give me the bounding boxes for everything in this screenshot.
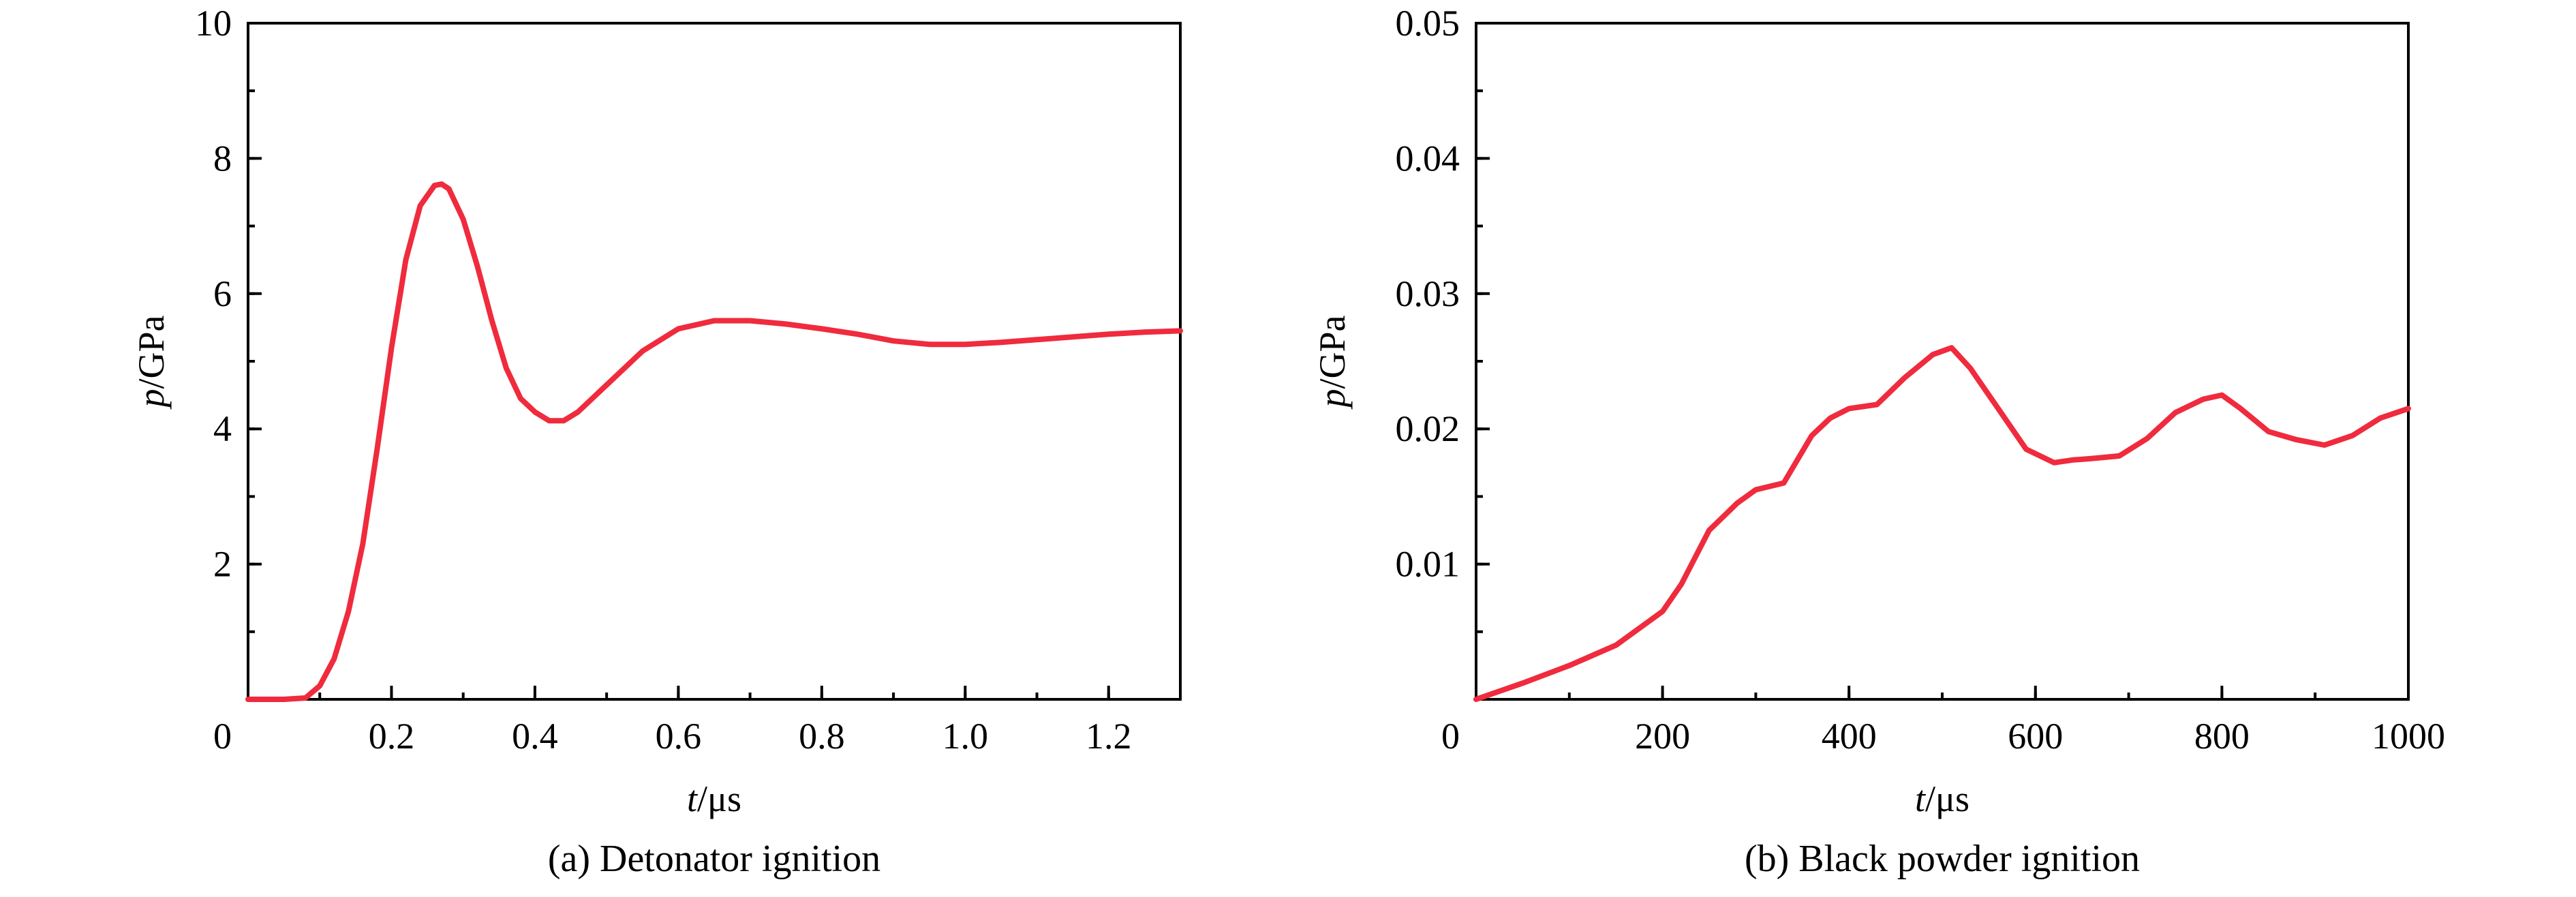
- y-axis-label: p/GPa: [131, 315, 172, 410]
- x-tick-label: 1.2: [1086, 716, 1132, 757]
- chart-caption: (a) Detonator ignition: [548, 838, 880, 880]
- origin-label: 0: [1441, 716, 1460, 757]
- y-tick-label: 0.03: [1396, 273, 1460, 314]
- series-line-1: [245, 181, 1183, 702]
- x-tick-label: 400: [1822, 716, 1877, 757]
- y-tick-label: 2: [213, 544, 232, 585]
- series-line-1: [1473, 345, 2411, 702]
- chart-panel-2: 200 400 600 800 1000 0.01 0.02 0.03 0.04 0.05 0 t/μ…: [1312, 3, 2445, 880]
- y-tick-label: 0.02: [1396, 408, 1460, 449]
- y-tick-label: 4: [213, 408, 232, 449]
- y-axis-label: p/GPa: [1312, 315, 1353, 410]
- x-tick-label: 200: [1635, 716, 1690, 757]
- x-tick-label: 800: [2194, 716, 2250, 757]
- y-tick-label: 6: [213, 273, 232, 314]
- x-tick-label: 0.4: [512, 716, 558, 757]
- x-tick-label: 1000: [2372, 716, 2445, 757]
- x-tick-label: 600: [2008, 716, 2063, 757]
- origin-label: 0: [213, 716, 232, 757]
- chart-caption: (b) Black powder ignition: [1745, 838, 2140, 880]
- y-tick-label: 10: [195, 3, 232, 44]
- chart-panel-1: 0.2 0.4 0.6 0.8 1.0 1.2 2 4 6 8 10 0 t/μs p/GPa (a) De…: [131, 3, 1183, 880]
- y-tick-label: 0.05: [1396, 3, 1460, 44]
- y-tick-label: 0.01: [1396, 544, 1460, 585]
- plot-frame: [1475, 22, 2410, 701]
- x-axis-label: t/μs: [687, 778, 741, 819]
- x-tick-label: 0.8: [799, 716, 845, 757]
- x-tick-label: 0.2: [369, 716, 415, 757]
- y-tick-label: 0.04: [1396, 138, 1460, 179]
- x-axis-label: t/μs: [1915, 778, 1969, 819]
- x-tick-label: 0.6: [656, 716, 702, 757]
- y-tick-label: 8: [213, 138, 232, 179]
- x-tick-label: 1.0: [942, 716, 989, 757]
